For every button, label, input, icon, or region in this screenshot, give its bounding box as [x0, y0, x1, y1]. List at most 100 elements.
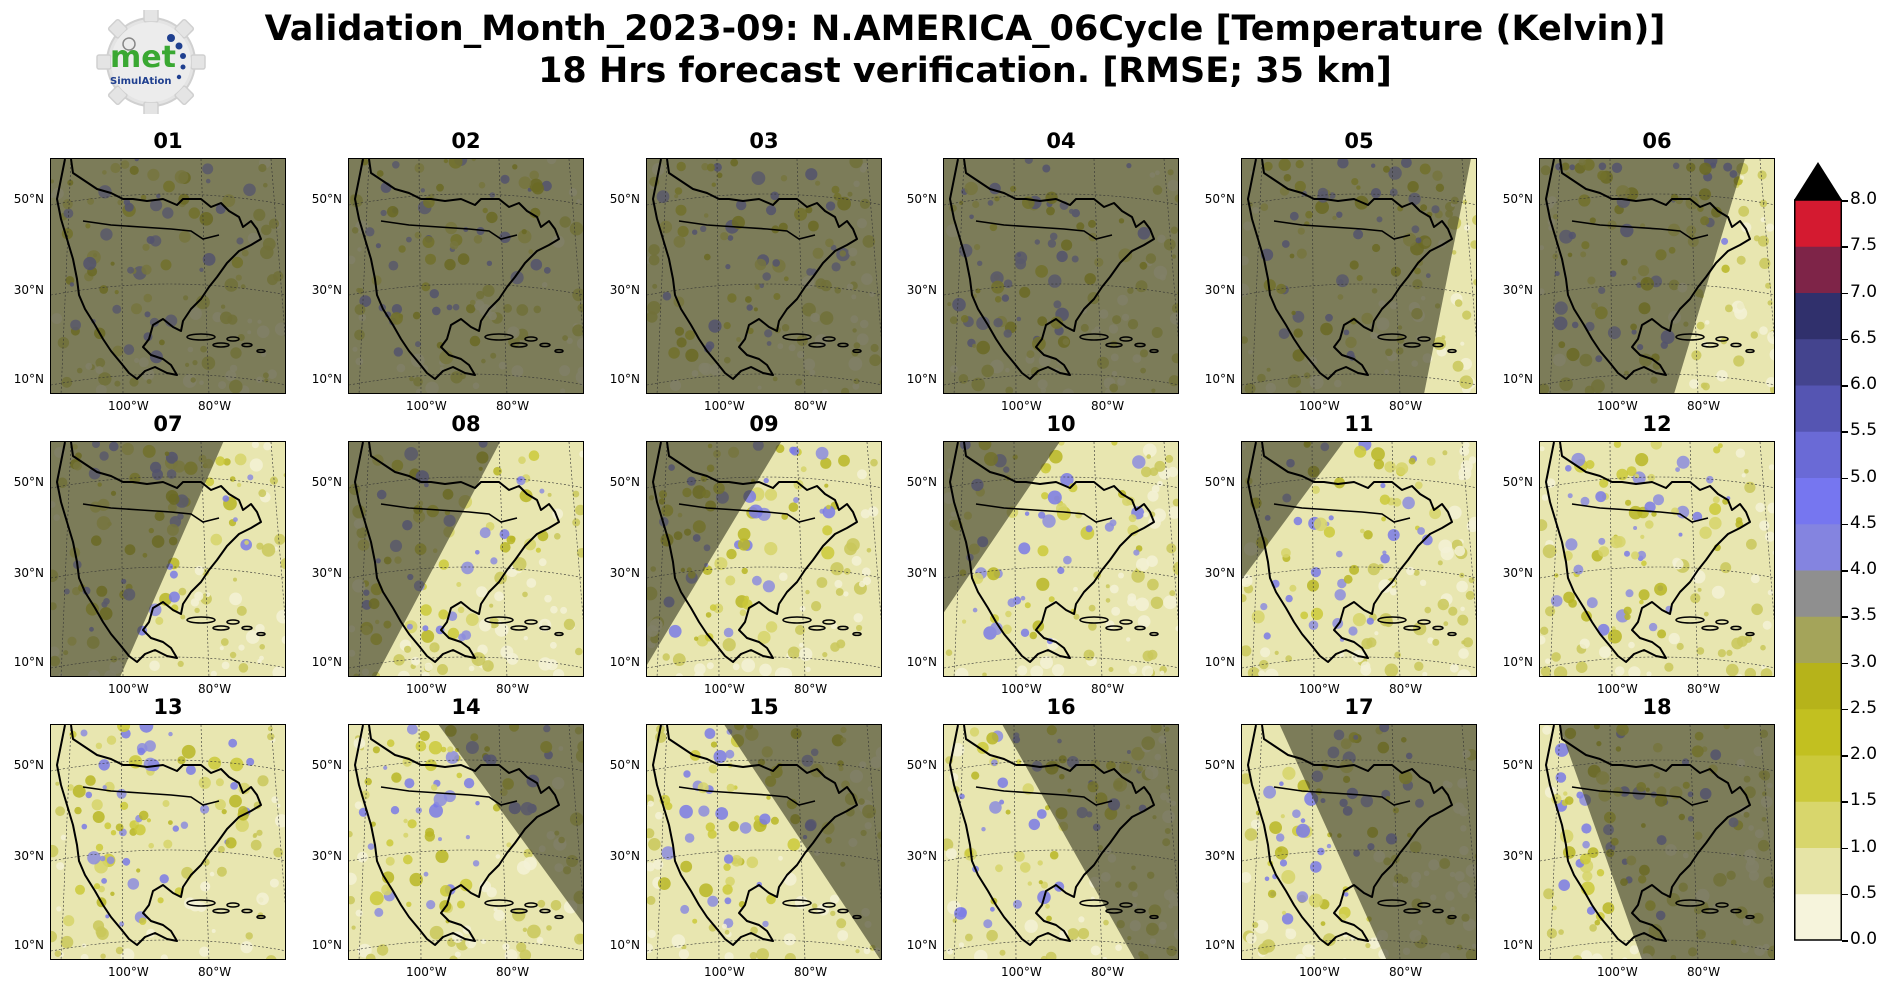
- field-speckle: [1769, 348, 1774, 361]
- field-speckle: [763, 477, 769, 484]
- field-speckle: [725, 749, 735, 759]
- field-speckle: [265, 955, 277, 959]
- coastline: [652, 159, 858, 380]
- coastline: [56, 442, 262, 663]
- field-speckle: [1585, 460, 1595, 469]
- field-speckle: [257, 775, 269, 787]
- field-speckle: [997, 777, 1009, 789]
- field-speckle: [762, 920, 769, 928]
- graticule-line: [200, 159, 210, 393]
- field-speckle: [274, 533, 285, 545]
- graticule-line: [796, 725, 806, 959]
- map-frame: [1241, 724, 1477, 960]
- field-speckle: [422, 625, 429, 632]
- field-speckle: [216, 866, 227, 877]
- field-speckle: [1036, 577, 1050, 591]
- field-speckle: [1408, 457, 1416, 465]
- latitude-label: 10°N: [1502, 372, 1533, 386]
- field-speckle: [764, 542, 778, 556]
- island: [212, 908, 230, 914]
- field-speckle: [1545, 606, 1556, 617]
- field-speckle: [376, 944, 389, 956]
- field-speckle: [754, 815, 761, 822]
- field-speckle: [1373, 459, 1385, 470]
- field-speckle: [945, 649, 953, 656]
- field-speckle: [1328, 515, 1334, 521]
- graticule-line: [418, 725, 422, 959]
- field-speckle: [1051, 664, 1065, 676]
- latitude-label: 10°N: [906, 655, 937, 669]
- map-panel: 07 50°N 30°N 10°N 100°W 80°W: [14, 412, 286, 696]
- field-speckle: [1302, 944, 1316, 958]
- graticule-line: [200, 725, 210, 959]
- field-speckle: [816, 577, 828, 588]
- field-speckle: [976, 741, 989, 754]
- field-speckle: [1354, 445, 1367, 458]
- field-speckle: [705, 822, 715, 832]
- graticule-line: [568, 442, 583, 621]
- map-panel: 16 50°N 30°N 10°N 100°W 80°W: [907, 695, 1179, 979]
- island: [186, 333, 216, 341]
- field-speckle: [1295, 953, 1306, 959]
- map-panel: 02 50°N 30°N 10°N 100°W 80°W: [312, 129, 584, 413]
- field-speckle: [438, 837, 442, 842]
- colorbar-bin: [1794, 801, 1842, 848]
- latitude-label: 50°N: [609, 475, 640, 489]
- field-speckle: [672, 653, 686, 666]
- country-border: [1571, 503, 1709, 523]
- field-speckle: [836, 918, 847, 929]
- island: [524, 336, 538, 342]
- field-speckle: [1313, 517, 1328, 532]
- field-speckle: [1738, 205, 1750, 217]
- latitude-label: 30°N: [1502, 849, 1533, 863]
- graticule-line: [51, 656, 285, 669]
- field-speckle: [354, 801, 363, 810]
- island: [1417, 619, 1431, 625]
- field-speckle: [1259, 659, 1269, 670]
- field-speckle: [1709, 503, 1722, 515]
- field-speckle: [837, 930, 849, 941]
- field-speckle: [1300, 611, 1309, 620]
- field-speckle: [1419, 579, 1427, 586]
- field-speckle: [409, 872, 423, 887]
- latitude-label: 30°N: [1204, 283, 1235, 297]
- field-speckle: [148, 842, 154, 849]
- field-speckle: [1456, 580, 1468, 593]
- coastline: [949, 725, 1155, 946]
- field-speckle: [1717, 443, 1723, 449]
- graticule-line: [944, 656, 1178, 669]
- graticule-line: [1540, 759, 1774, 772]
- latitude-label: 50°N: [906, 192, 937, 206]
- field-speckle: [1589, 924, 1597, 932]
- field-speckle: [1582, 840, 1590, 849]
- field-speckle: [115, 946, 124, 955]
- latitude-label: 10°N: [1204, 372, 1235, 386]
- field-speckle: [261, 543, 276, 557]
- field-speckle: [1760, 217, 1766, 223]
- field-speckle: [1725, 304, 1733, 313]
- map-frame: [50, 441, 286, 677]
- field-speckle: [476, 586, 488, 598]
- island: [837, 625, 849, 631]
- field-speckle: [1733, 355, 1745, 367]
- field-speckle: [547, 492, 552, 497]
- colorbar-tick-label: 7.5: [1850, 235, 1878, 256]
- map-panel: 04 50°N 30°N 10°N 100°W 80°W: [907, 129, 1179, 413]
- field-speckle: [1041, 492, 1049, 500]
- field-speckle: [51, 930, 57, 943]
- island: [782, 616, 812, 624]
- graticule-line: [349, 939, 583, 952]
- island: [1447, 631, 1457, 637]
- longitude-label: 100°W: [1597, 399, 1638, 413]
- field-speckle: [726, 548, 737, 560]
- field-speckle: [680, 860, 693, 873]
- panel-title: 04: [1046, 129, 1076, 153]
- field-speckle: [1437, 598, 1449, 611]
- island: [782, 333, 812, 341]
- colorbar-tick: [1842, 292, 1848, 294]
- longitude-label: 80°W: [496, 965, 530, 979]
- field-speckle: [459, 878, 473, 892]
- field-speckle: [1587, 847, 1599, 858]
- graticule-line: [716, 159, 720, 393]
- map-panel: 08 50°N 30°N 10°N 100°W 80°W: [312, 412, 584, 696]
